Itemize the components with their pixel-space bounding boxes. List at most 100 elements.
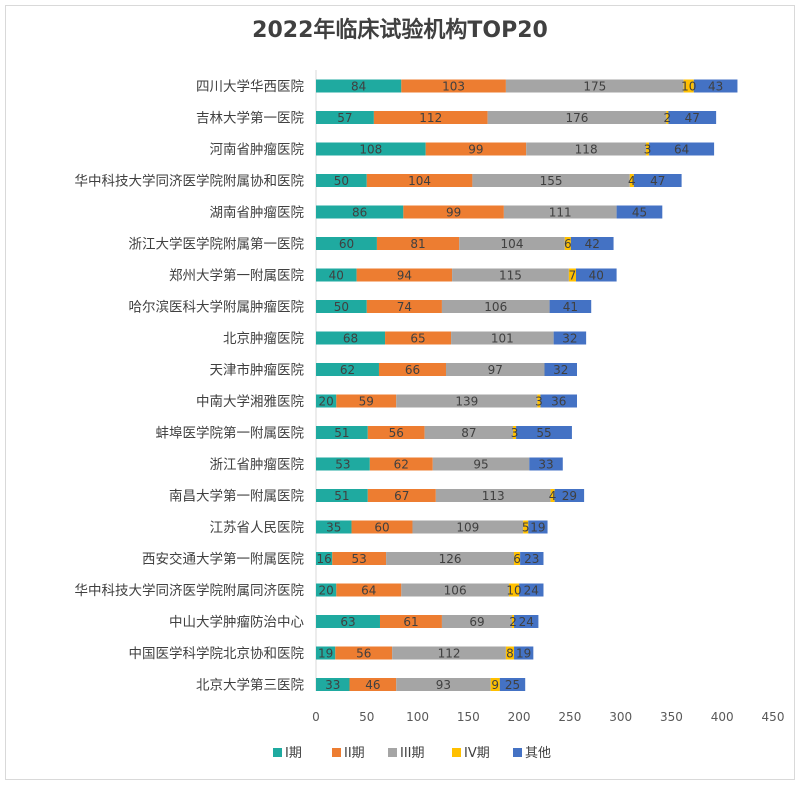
data-label: 101	[491, 332, 514, 346]
category-label: 中山大学肿瘤防治中心	[169, 614, 304, 631]
data-label: 139	[455, 395, 478, 409]
bar-segment	[514, 552, 521, 565]
bars-layer	[316, 79, 738, 691]
data-label: 32	[562, 332, 577, 346]
data-label: 57	[337, 111, 352, 125]
bar-segment	[316, 142, 426, 156]
data-label: 95	[473, 458, 488, 472]
bar-segment	[316, 520, 352, 534]
bar-segment	[499, 678, 526, 691]
bar-segment	[356, 268, 453, 282]
data-label: 55	[536, 426, 551, 440]
data-label: 4	[628, 174, 636, 188]
bar-segment	[316, 174, 367, 187]
data-label: 113	[482, 489, 505, 503]
data-label: 10	[506, 584, 521, 598]
bar-segment	[459, 237, 565, 250]
category-label: 中国医学科学院北京协和医院	[129, 646, 305, 662]
bar-segment	[693, 79, 738, 93]
data-label: 43	[708, 80, 723, 94]
bar-segment	[386, 552, 515, 565]
bar-segment	[367, 426, 425, 439]
bar-segment	[379, 615, 442, 628]
x-tick-label: 300	[609, 710, 632, 724]
data-label: 175	[583, 80, 606, 94]
data-label: 109	[456, 521, 479, 535]
data-label: 64	[674, 143, 689, 157]
data-label: 103	[442, 80, 465, 94]
legend-label: IV期	[464, 746, 490, 761]
bar-segment	[316, 268, 357, 282]
legend-label: II期	[344, 746, 365, 761]
data-label: 36	[551, 395, 566, 409]
data-label: 51	[334, 426, 349, 440]
data-label: 61	[403, 615, 418, 629]
bar-segment	[553, 331, 587, 345]
category-label: 四川大学华西医院	[196, 79, 304, 95]
x-tick-label: 100	[406, 710, 429, 724]
legend-label: I期	[285, 746, 302, 761]
bar-segment	[316, 646, 336, 660]
bar-segment	[683, 79, 694, 93]
bar-segment	[512, 615, 515, 628]
bar-segment	[373, 111, 488, 124]
bar-segment	[505, 79, 684, 93]
data-label: 74	[397, 300, 412, 314]
data-label: 20	[319, 395, 334, 409]
bar-segment	[666, 111, 669, 124]
data-label: 99	[446, 206, 461, 220]
category-label: 西安交通大学第一附属医院	[142, 551, 304, 568]
data-label: 24	[524, 584, 539, 598]
data-label: 111	[549, 206, 572, 220]
bar-segment	[316, 583, 337, 597]
data-label: 64	[361, 584, 376, 598]
data-label: 3	[535, 395, 543, 409]
bar-segment	[401, 79, 506, 93]
category-label: 浙江省肿瘤医院	[210, 456, 305, 473]
bar-segment	[316, 300, 367, 313]
data-label: 33	[538, 458, 553, 472]
category-label: 哈尔滨医科大学附属肿瘤医院	[129, 299, 305, 316]
data-label: 99	[468, 143, 483, 157]
x-tick-label: 0	[312, 710, 320, 724]
data-label: 104	[408, 174, 431, 188]
data-label: 60	[339, 237, 354, 251]
category-label: 吉林大学第一医院	[196, 110, 304, 127]
bar-segment	[316, 394, 337, 408]
data-label: 67	[394, 489, 409, 503]
bar-segment	[554, 489, 585, 502]
bar-segment	[564, 237, 571, 250]
category-label: 华中科技大学同济医学院附属协和医院	[75, 174, 305, 190]
data-label: 19	[318, 647, 333, 661]
bar-segment	[396, 678, 491, 691]
data-label: 41	[563, 300, 578, 314]
category-label: 中南大学湘雅医院	[196, 394, 304, 410]
bar-segment	[568, 268, 576, 282]
data-label: 81	[410, 237, 425, 251]
bar-segment	[412, 520, 524, 534]
bar-segment	[367, 489, 436, 502]
data-label: 155	[540, 174, 563, 188]
data-label: 62	[394, 458, 409, 472]
bar-segment	[523, 520, 529, 534]
bar-segment	[487, 111, 667, 124]
bar-segment	[520, 552, 544, 565]
bar-segment	[435, 489, 551, 502]
data-label: 6	[564, 237, 572, 251]
bar-segment	[316, 331, 386, 345]
data-label: 2	[509, 615, 517, 629]
bar-segment	[349, 678, 397, 691]
bar-segment	[516, 426, 572, 439]
data-label: 53	[352, 552, 367, 566]
bar-segment	[544, 363, 577, 376]
bar-segment	[316, 678, 350, 691]
data-label: 84	[351, 80, 366, 94]
data-label: 10	[681, 80, 696, 94]
data-label: 59	[359, 395, 374, 409]
bar-segment	[505, 646, 515, 660]
bar-segment	[316, 426, 368, 439]
bar-segment	[441, 300, 550, 313]
data-label: 106	[444, 584, 467, 598]
data-label: 40	[589, 269, 604, 283]
data-label: 46	[365, 678, 380, 692]
